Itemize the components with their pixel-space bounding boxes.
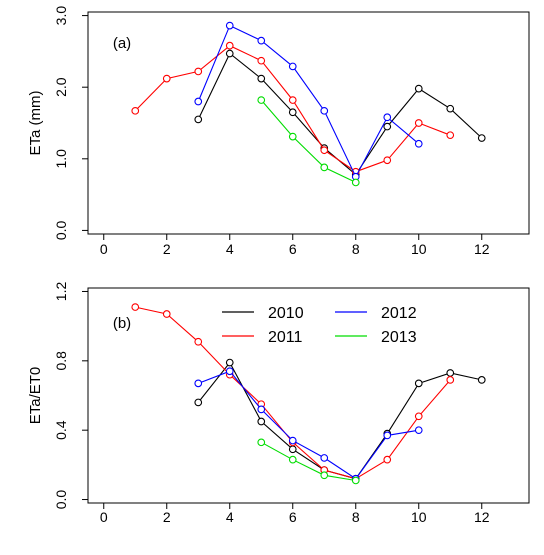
y-tick-label: 0.4 xyxy=(53,420,69,440)
legend-label-2012: 2012 xyxy=(381,305,417,322)
y-tick-label: 0.0 xyxy=(53,490,69,510)
y-tick-label: 1.0 xyxy=(53,149,69,169)
data-point-2011 xyxy=(383,455,392,464)
data-point-2012 xyxy=(414,426,423,435)
data-point-2011 xyxy=(288,96,297,104)
data-point-2011 xyxy=(131,303,140,311)
data-point-2010 xyxy=(225,49,234,58)
data-point-2013 xyxy=(257,438,266,447)
data-point-2011 xyxy=(414,119,423,127)
x-tick-label: 6 xyxy=(289,241,297,257)
series-line-2012 xyxy=(198,370,419,480)
x-tick-label: 12 xyxy=(474,509,490,525)
legend-label-2013: 2013 xyxy=(381,329,417,346)
legend-label-2010: 2010 xyxy=(268,305,304,322)
data-point-2011 xyxy=(414,412,423,421)
data-point-2010 xyxy=(288,445,297,454)
data-point-2011 xyxy=(257,56,266,65)
y-tick-label: 1.2 xyxy=(53,282,69,302)
x-tick-label: 10 xyxy=(411,241,427,257)
data-point-2012 xyxy=(257,405,266,414)
data-point-2011 xyxy=(383,156,392,165)
data-point-2012 xyxy=(225,367,234,376)
data-point-2013 xyxy=(320,471,329,480)
panel-b: 0 2 4 6 8 10 12 0.0 0.4 0.8 1.2 ETa/ET0 (b) 2010 2011 2… xyxy=(27,282,530,525)
data-point-2010 xyxy=(225,358,234,367)
data-point-2010 xyxy=(446,369,455,377)
data-point-2012 xyxy=(383,431,392,440)
series-line-2013 xyxy=(261,441,356,482)
data-point-2012 xyxy=(320,106,329,115)
data-point-2010 xyxy=(257,74,266,83)
y-tick-label: 0.8 xyxy=(53,351,69,371)
data-point-2012 xyxy=(288,436,297,445)
y-tick-label: 2.0 xyxy=(53,77,69,97)
x-tick-label: 8 xyxy=(352,509,360,525)
x-tick-label: 10 xyxy=(411,509,427,525)
data-point-2012 xyxy=(225,21,234,30)
data-point-2011 xyxy=(320,146,329,155)
data-point-2010 xyxy=(414,379,423,388)
data-point-2013 xyxy=(288,132,297,141)
data-point-2010 xyxy=(194,115,203,124)
series-line-2010 xyxy=(197,361,482,480)
data-point-2012 xyxy=(194,97,203,106)
x-tick-label: 2 xyxy=(163,241,171,257)
series-line-2010 xyxy=(197,52,483,176)
data-point-2011 xyxy=(194,67,203,76)
x-tick-label: 8 xyxy=(352,241,360,257)
y-axis-label: ETa/ET0 xyxy=(27,367,44,425)
x-tick-label: 2 xyxy=(163,509,171,525)
data-point-2013 xyxy=(257,96,266,104)
x-tick-label: 4 xyxy=(226,241,234,257)
panel-a: 0 2 4 6 8 10 12 0.0 1.0 2.0 3.0 ETa (mm) (a) xyxy=(27,6,530,257)
data-point-2013 xyxy=(288,455,297,464)
data-point-2011 xyxy=(194,337,203,346)
data-point-2010 xyxy=(383,122,392,131)
data-point-2010 xyxy=(194,398,203,407)
data-point-2011 xyxy=(446,376,455,384)
data-point-2013 xyxy=(320,163,329,172)
data-point-2010 xyxy=(477,376,486,384)
series-line-2013 xyxy=(260,99,357,183)
data-point-2010 xyxy=(414,84,423,93)
plot-frame xyxy=(87,287,530,504)
y-axis-label: ETa (mm) xyxy=(27,91,44,156)
data-point-2012 xyxy=(257,36,266,45)
data-point-2010 xyxy=(257,417,266,426)
data-point-2011 xyxy=(131,106,140,115)
series-line-2012 xyxy=(197,24,420,178)
data-point-2012 xyxy=(383,113,392,122)
x-tick-label: 6 xyxy=(289,509,297,525)
y-tick-label: 3.0 xyxy=(53,6,69,26)
x-tick-label: 0 xyxy=(100,241,108,257)
plot-frame xyxy=(87,11,530,235)
panel-label: (b) xyxy=(113,315,131,332)
data-point-2013 xyxy=(351,476,360,485)
data-point-2012 xyxy=(288,62,297,71)
data-point-2011 xyxy=(162,74,171,83)
x-tick-label: 0 xyxy=(100,509,108,525)
data-point-2011 xyxy=(225,41,234,50)
data-point-2012 xyxy=(194,379,203,388)
y-tick-label: 0.0 xyxy=(53,220,69,240)
x-tick-label: 12 xyxy=(474,241,490,257)
data-point-2013 xyxy=(351,178,360,187)
data-point-2011 xyxy=(162,310,171,318)
data-point-2010 xyxy=(446,104,455,113)
data-point-2012 xyxy=(320,454,329,462)
panel-label: (a) xyxy=(113,35,131,52)
x-tick-label: 4 xyxy=(226,509,234,525)
data-point-2010 xyxy=(477,134,486,142)
legend-label-2011: 2011 xyxy=(268,329,303,346)
data-point-2010 xyxy=(288,108,297,117)
data-point-2011 xyxy=(446,131,455,140)
data-point-2012 xyxy=(414,139,423,148)
